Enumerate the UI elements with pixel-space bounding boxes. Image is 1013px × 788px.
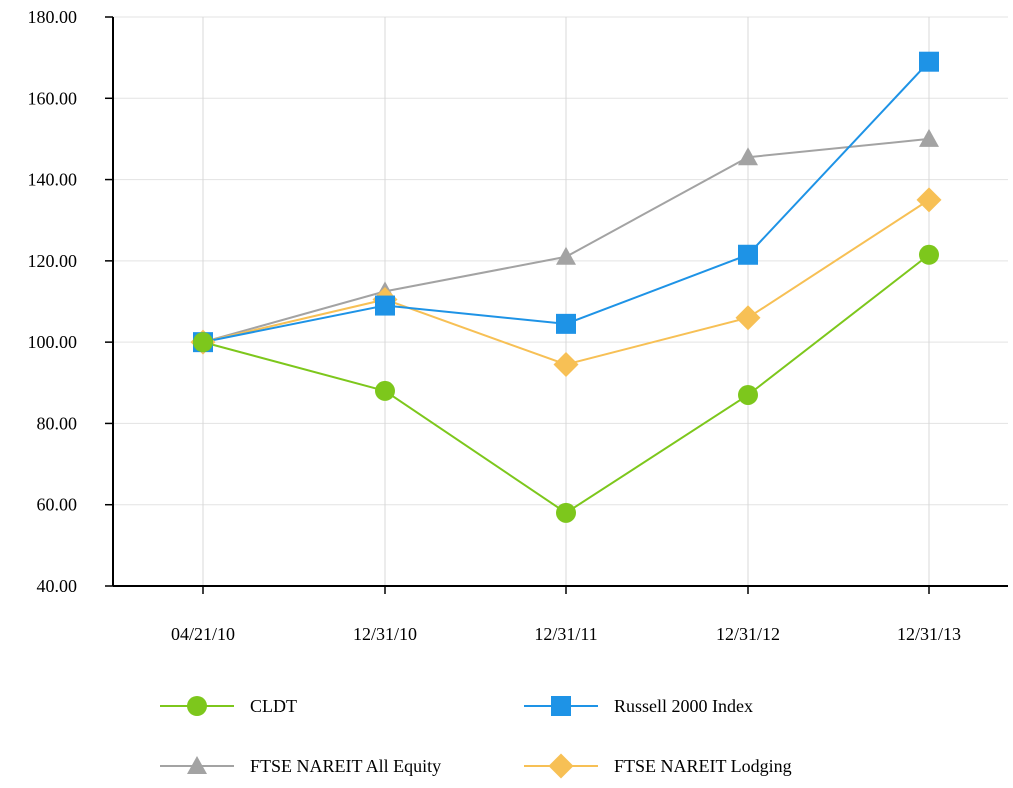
- axes: [105, 16, 1008, 594]
- data-point-ftse-nareit-lodging: [916, 187, 942, 213]
- legend-label: FTSE NAREIT All Equity: [250, 756, 441, 776]
- legend-marker-circle: [187, 696, 207, 716]
- legend: CLDT Russell 2000 Index FTSE NAREIT All Eq…: [160, 696, 792, 779]
- y-tick-labels: 40.00 60.00 80.00 100.00 120.00 140.00 160.00 1…: [28, 7, 78, 596]
- legend-label: CLDT: [250, 696, 297, 716]
- data-point-russell-2000-index: [919, 51, 939, 72]
- legend-marker-diamond: [548, 753, 574, 779]
- y-tick-label: 160.00: [28, 88, 78, 108]
- data-point-russell-2000-index: [556, 313, 576, 334]
- legend-item-ftse-nareit-lodging: FTSE NAREIT Lodging: [524, 753, 792, 779]
- legend-label: FTSE NAREIT Lodging: [614, 756, 792, 776]
- y-tick-label: 60.00: [37, 495, 78, 515]
- legend-item-ftse-nareit-all-equity: FTSE NAREIT All Equity: [160, 756, 441, 776]
- y-tick-label: 40.00: [37, 576, 78, 596]
- data-point-cldt: [193, 332, 213, 353]
- legend-label: Russell 2000 Index: [614, 696, 753, 716]
- legend-marker-square: [551, 696, 571, 716]
- x-tick-label: 12/31/11: [534, 624, 597, 644]
- y-tick-label: 100.00: [28, 332, 78, 352]
- gridlines: [113, 16, 1008, 586]
- y-tick-label: 80.00: [37, 413, 78, 433]
- x-tick-label: 12/31/12: [716, 624, 780, 644]
- legend-item-cldt: CLDT: [160, 696, 297, 716]
- legend-item-russell-2000-index: Russell 2000 Index: [524, 696, 753, 716]
- data-point-russell-2000-index: [375, 295, 395, 316]
- data-point-ftse-nareit-lodging: [735, 305, 761, 331]
- y-tick-label: 140.00: [28, 170, 78, 190]
- data-point-ftse-nareit-all-equity: [738, 147, 758, 166]
- data-point-ftse-nareit-all-equity: [919, 128, 939, 147]
- x-tick-labels: 04/21/10 12/31/10 12/31/11 12/31/12 12/31/13: [171, 624, 961, 644]
- data-point-russell-2000-index: [738, 244, 758, 265]
- y-tick-label: 120.00: [28, 251, 78, 271]
- data-point-cldt: [556, 502, 576, 523]
- x-tick-label: 04/21/10: [171, 624, 235, 644]
- data-point-cldt: [919, 244, 939, 265]
- x-tick-label: 12/31/10: [353, 624, 417, 644]
- series-markers: [190, 51, 942, 523]
- legend-marker-triangle: [187, 756, 207, 774]
- data-point-cldt: [738, 384, 758, 405]
- data-point-ftse-nareit-all-equity: [556, 246, 576, 265]
- data-point-ftse-nareit-lodging: [553, 351, 579, 377]
- data-point-cldt: [375, 380, 395, 401]
- x-tick-label: 12/31/13: [897, 624, 961, 644]
- y-tick-label: 180.00: [28, 7, 78, 27]
